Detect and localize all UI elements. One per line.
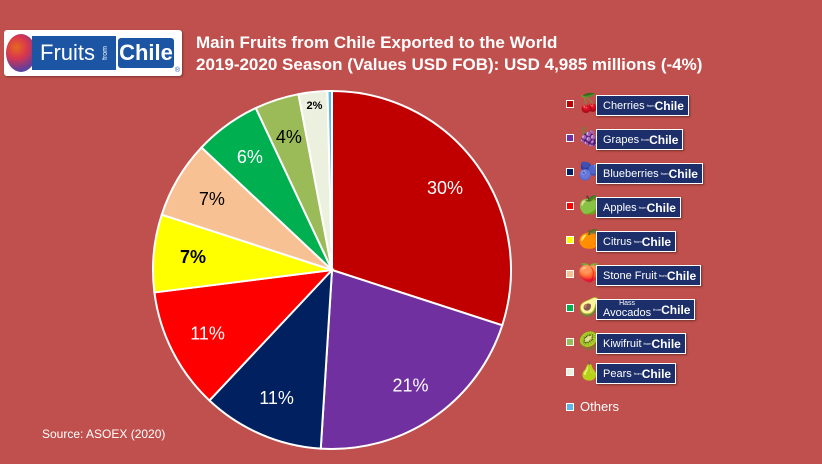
legend-from-tag: from [658,273,667,278]
legend-badge-cherries: Cherries from Chile [596,95,689,116]
legend-label-stone-fruit: Stone Fruit [603,269,657,282]
legend-label-blueberries: Blueberries [603,167,659,180]
legend-chile-tag: Chile [668,166,698,181]
legend-swatch-grapes [566,134,574,142]
citrus-icon: 🍊 [578,229,601,249]
pie-slice-blueberries [208,267,334,450]
fruits-from-chile-logo: Fruits from Chile ® [4,30,182,76]
apple-icon: 🍏 [578,195,601,215]
legend-badge-blueberries: Blueberries from Chile [596,163,703,184]
pie-label-cherries: 30% [427,178,463,198]
pie-slice-cherries [331,89,512,327]
logo-registered-mark: ® [174,67,180,74]
legend-badge-stone-fruit: Stone Fruit from Chile [596,265,702,286]
logo-chile-text: Chile [118,38,174,68]
legend-badge-pears: Pears from Chile [596,363,677,384]
chart-title-line-1: Main Fruits from Chile Exported to the W… [196,33,558,52]
logo-fruits-text: Fruits [32,36,116,70]
pie-slice-apples [153,268,335,402]
legend-chile-tag: Chile [649,132,679,147]
chart-title-line-2: 2019-2020 Season (Values USD FOB): USD 4… [196,55,703,74]
grape-icon: 🍇 [578,127,601,147]
legend-swatch-citrus [566,236,574,244]
legend-from-tag: from [633,371,642,376]
legend-label-grapes: Grapes [603,133,640,146]
source-note: Source: ASOEX (2020) [42,427,166,441]
pie-label-hass-avocados: 6% [237,147,263,167]
legend-label-avocados-wrap: Hass Avocados [603,300,651,319]
legend-from-tag: from [643,341,652,346]
legend-swatch-apples [566,202,574,210]
pie-slice-grapes [319,268,504,450]
legend-swatch-cherries [566,100,574,108]
blueberry-icon: 🫐 [578,161,601,181]
legend-label-pears: Pears [603,367,632,380]
pie-label-apples: 11% [190,323,225,343]
legend-chile-tag: Chile [641,366,672,381]
legend-swatch-kiwifruit [566,338,574,346]
legend-chile-tag: Chile [641,234,672,249]
legend-from-tag: from [646,103,655,108]
pie-label-citrus: 7% [180,247,206,267]
legend-from-tag: from [653,307,662,312]
legend-badge-kiwifruit: Kiwifruit from Chile [596,333,686,354]
legend-label-kiwifruit: Kiwifruit [603,337,642,350]
legend-label-others: Others [580,399,620,414]
legend-chile-tag: Chile [661,302,691,317]
pie-label-pears: 2% [306,100,322,112]
pie-label-kiwifruit: 4% [276,127,302,147]
legend-label-cherries: Cherries [603,99,645,112]
legend-swatch-others [566,403,574,411]
legend-label-apples: Apples [603,201,637,214]
kiwi-icon: 🥝 [578,331,601,351]
pie-label-blueberries: 11% [259,388,294,408]
legend-swatch-avocados [566,304,574,312]
legend-from-tag: from [633,239,642,244]
legend-swatch-blueberries [566,168,574,176]
pie-label-stone-fruit: 7% [199,189,225,209]
legend-badge-avocados: Hass Avocados from Chile [596,299,696,320]
pie-label-grapes: 21% [392,375,428,395]
legend-badge-citrus: Citrus from Chile [596,231,677,252]
plum-icon: 🍑 [578,263,601,283]
logo-globe-icon [6,34,36,72]
pear-icon: 🍐 [578,361,601,381]
avocado-icon: 🥑 [578,297,601,317]
legend-from-tag: from [641,137,650,142]
pie-slice-others [326,89,333,271]
legend-chile-tag: Chile [651,336,681,351]
legend-swatch-stone-fruit [566,270,574,278]
legend-swatch-pears [566,368,574,376]
legend-chile-tag: Chile [666,268,697,283]
legend-chile-tag: Chile [646,200,676,215]
legend-badge-apples: Apples from Chile [596,197,681,218]
legend-chile-tag: Chile [654,98,684,113]
legend-label-hass: Hass [619,300,636,307]
legend-from-tag: from [660,171,669,176]
legend-label-citrus: Citrus [603,235,632,248]
cherry-icon: 🍒 [578,93,601,113]
legend-label-avocados: Avocados [603,307,652,319]
legend-from-tag: from [638,205,647,210]
legend-badge-grapes: Grapes from Chile [596,129,684,150]
